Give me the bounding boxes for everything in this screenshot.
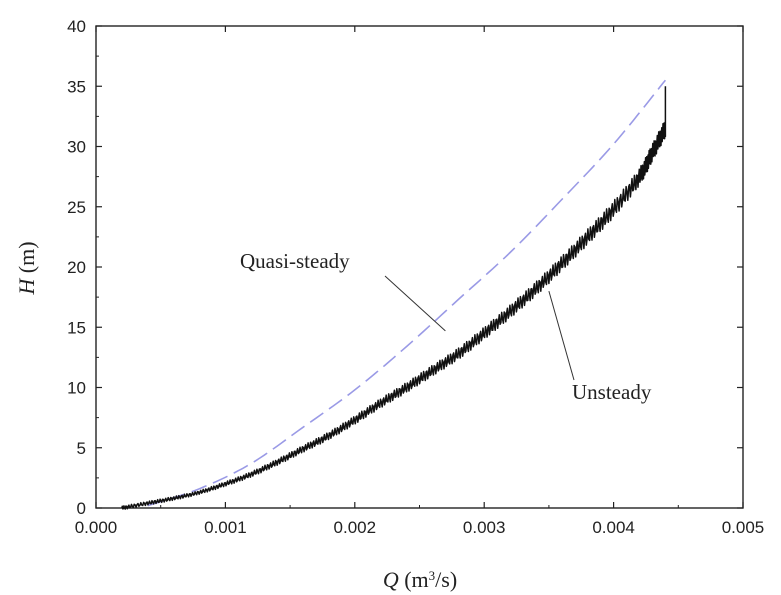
annotation-quasi-steady: Quasi-steady [240,249,350,273]
x-axis-unit-suffix: /s) [435,567,457,592]
x-tick-label: 0.002 [334,518,377,537]
x-tick-label: 0.001 [204,518,247,537]
y-tick-label: 5 [77,439,86,458]
annotation-leader-line [384,275,446,332]
annotations: Quasi-steady Unsteady [240,249,652,404]
y-axis-unit: (m) [14,241,39,278]
annotation-unsteady: Unsteady [572,380,652,404]
x-axis-unit-prefix: (m [399,567,429,592]
y-tick-label: 30 [67,138,86,157]
annotation-leader-line [548,290,575,381]
x-tick-label: 0.005 [722,518,765,537]
y-tick-label: 40 [67,17,86,36]
series-quasi-steady-line [147,79,667,507]
axes [95,25,744,509]
plot-frame [95,25,744,509]
x-tick-label: 0.003 [463,518,506,537]
y-axis-title: H (m) [14,241,39,295]
x-axis-title: Q (m3/s) [383,567,457,592]
series-layer [121,79,667,510]
x-tick-label: 0.004 [592,518,635,537]
y-tick-label: 15 [67,318,86,337]
y-tick-label: 35 [67,77,86,96]
tick-labels: 0.000 0.001 0.002 0.003 0.004 0.005 0 5 10 15 20 25… [67,17,764,537]
x-tick-label: 0.000 [75,518,118,537]
y-tick-label: 0 [77,499,86,518]
y-tick-label: 10 [67,379,86,398]
series-unsteady-line [121,86,667,510]
x-axis-unit-sup: 3 [429,568,436,583]
y-tick-label: 25 [67,198,86,217]
y-tick-label: 20 [67,258,86,277]
x-axis-symbol: Q [383,567,399,592]
y-axis-symbol: H [14,278,39,296]
